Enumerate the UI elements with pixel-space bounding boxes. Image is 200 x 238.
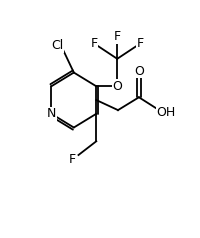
Text: O: O: [112, 80, 122, 93]
Text: F: F: [137, 37, 144, 50]
Text: N: N: [47, 107, 56, 120]
Text: F: F: [90, 37, 98, 50]
Text: F: F: [114, 30, 121, 43]
Text: Cl: Cl: [51, 40, 64, 52]
Text: F: F: [69, 153, 76, 166]
Text: O: O: [134, 64, 144, 78]
Text: OH: OH: [156, 106, 176, 119]
